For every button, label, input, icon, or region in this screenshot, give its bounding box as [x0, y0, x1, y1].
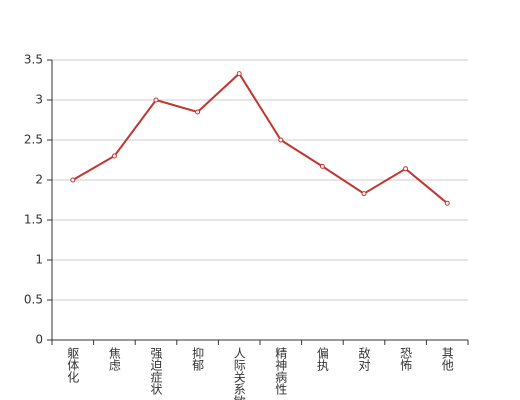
series-line	[72, 72, 448, 204]
y-tick-label: 0	[35, 333, 43, 347]
point	[195, 109, 201, 115]
point	[236, 71, 242, 77]
point	[444, 200, 450, 206]
point	[111, 153, 117, 159]
x-tick-label: 躯体化	[66, 346, 80, 384]
y-tick-label: 3.5	[24, 53, 43, 67]
x-tick-label: 精神病性	[274, 347, 288, 396]
point	[403, 166, 409, 172]
x-tick-label: 恐怖	[399, 347, 413, 371]
y-tick-label: 2.5	[24, 133, 43, 147]
x-tick-label: 抑郁	[191, 346, 205, 372]
y-tick-label: 3	[35, 93, 43, 107]
x-tick-label: 强迫症状	[149, 347, 163, 395]
point	[153, 97, 159, 103]
x-tick-label: 敌对	[357, 346, 371, 371]
point	[361, 191, 367, 197]
x-tick-label: 偏执	[315, 346, 329, 372]
y-tick-label: 0.5	[24, 293, 43, 307]
x-tick-label: 人际关系敏感	[232, 347, 246, 400]
point	[278, 137, 284, 143]
x-tick-label: 焦虑	[107, 347, 121, 371]
y-tick-label: 2	[35, 173, 43, 187]
y-tick-label: 1	[35, 253, 43, 267]
point	[319, 163, 325, 169]
x-tick-label: 其他	[440, 347, 454, 371]
y-tick-label: 1.5	[24, 213, 43, 227]
point	[70, 177, 76, 183]
